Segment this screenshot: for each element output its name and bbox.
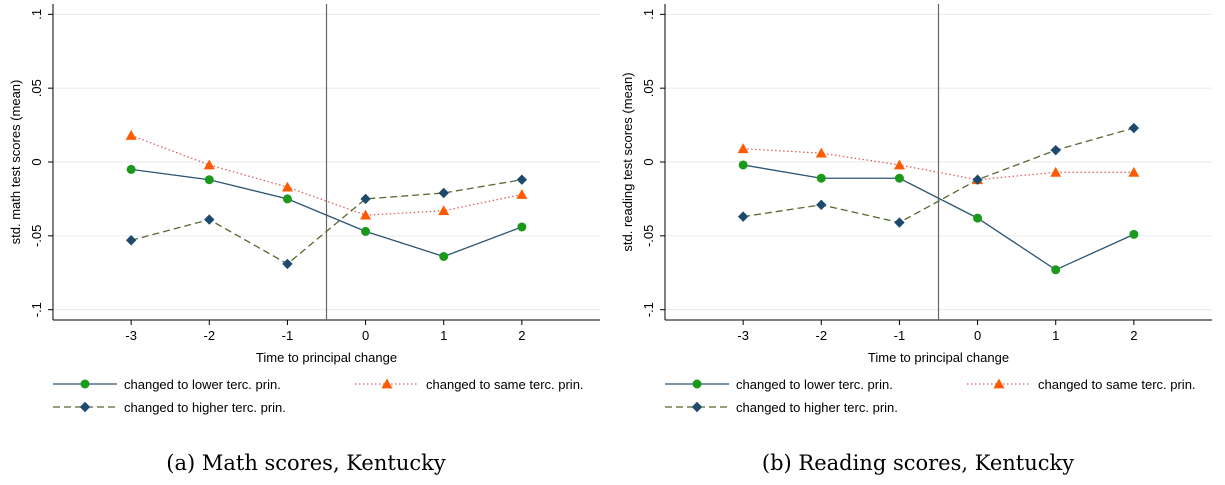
y-tick-label: -.05 xyxy=(29,225,44,247)
data-point xyxy=(360,209,372,220)
legend-label-lower: changed to lower terc. prin. xyxy=(124,377,281,392)
data-point xyxy=(438,187,449,199)
data-point xyxy=(1050,166,1062,177)
x-axis-title: Time to principal change xyxy=(868,350,1009,365)
data-point xyxy=(1050,144,1061,156)
data-point xyxy=(361,226,371,236)
x-tick-label: -3 xyxy=(737,328,749,343)
reading-chart-panel: -.1 -.05 0 .05 .1 -3 -2 -1 0 1 2 Time to principal … xyxy=(612,0,1224,485)
data-point xyxy=(126,164,136,174)
series-line xyxy=(743,127,1135,224)
data-point xyxy=(203,159,215,170)
data-point xyxy=(125,129,137,140)
x-tick-label: 0 xyxy=(362,328,369,343)
data-point xyxy=(894,217,905,228)
data-point xyxy=(1128,122,1140,134)
data-point xyxy=(815,147,827,158)
data-point xyxy=(738,160,748,170)
y-tick-label: -.1 xyxy=(29,302,44,317)
x-tick-label: 0 xyxy=(974,328,981,343)
y-axis-title: std. reading test scores (mean) xyxy=(620,72,635,251)
data-point xyxy=(516,174,528,185)
data-point xyxy=(282,194,292,204)
series-line xyxy=(743,148,1134,181)
series-line xyxy=(130,179,522,265)
legend-label-higher: changed to higher terc. prin. xyxy=(124,400,286,415)
data-point xyxy=(438,205,450,216)
series-line xyxy=(131,168,523,258)
data-point xyxy=(816,199,827,211)
data-point xyxy=(281,181,293,192)
data-point xyxy=(516,188,528,199)
data-point xyxy=(894,173,904,183)
math-chart: -.1 -.05 0 .05 .1 -3 -2 -1 0 1 2 Time to principal … xyxy=(8,4,600,475)
y-tick-label: .1 xyxy=(29,9,44,20)
y-tick-label: .05 xyxy=(641,79,656,97)
y-tick-label: -.05 xyxy=(641,225,656,247)
y-tick-label: .1 xyxy=(641,9,656,20)
data-point xyxy=(204,175,214,185)
legend-label-same: changed to same terc. prin. xyxy=(1038,377,1196,392)
math-chart-panel: -.1 -.05 0 .05 .1 -3 -2 -1 0 1 2 Time to principal … xyxy=(0,0,612,485)
legend-label-lower: changed to lower terc. prin. xyxy=(736,377,893,392)
legend-marker-same xyxy=(381,378,393,389)
data-point xyxy=(282,258,293,270)
y-tick-label: 0 xyxy=(641,158,656,165)
y-tick-label: .05 xyxy=(29,79,44,97)
data-point xyxy=(1128,166,1140,177)
x-tick-label: -3 xyxy=(125,328,137,343)
data-point xyxy=(737,143,749,154)
legend-marker-higher xyxy=(691,401,703,413)
legend-marker-same xyxy=(993,378,1005,389)
figure-caption: (b) Reading scores, Kentucky xyxy=(762,451,1074,475)
y-tick-label: -.1 xyxy=(641,302,656,317)
data-point xyxy=(360,193,371,205)
legend-label-same: changed to same terc. prin. xyxy=(426,377,584,392)
x-tick-label: 1 xyxy=(440,328,447,343)
y-axis-title: std. math test scores (mean) xyxy=(8,80,23,245)
data-point xyxy=(893,159,905,170)
x-tick-label: -1 xyxy=(282,328,294,343)
data-point xyxy=(972,174,983,185)
x-tick-label: 2 xyxy=(1130,328,1137,343)
data-point xyxy=(204,214,215,225)
data-point xyxy=(816,173,826,183)
data-point xyxy=(737,211,749,222)
legend-marker-higher xyxy=(79,401,91,413)
data-point xyxy=(125,235,137,246)
reading-chart: -.1 -.05 0 .05 .1 -3 -2 -1 0 1 2 Time to principal … xyxy=(620,4,1212,475)
x-axis-title: Time to principal change xyxy=(256,350,397,365)
legend-marker-lower xyxy=(80,379,90,389)
x-tick-label: 1 xyxy=(1052,328,1059,343)
data-point xyxy=(439,252,449,262)
x-tick-label: 2 xyxy=(518,328,525,343)
x-tick-label: -2 xyxy=(816,328,828,343)
y-tick-label: 0 xyxy=(29,158,44,165)
data-point xyxy=(517,222,527,232)
legend-marker-lower xyxy=(692,379,702,389)
x-tick-label: -2 xyxy=(204,328,216,343)
data-point xyxy=(973,213,983,223)
data-point xyxy=(1129,229,1139,239)
data-point xyxy=(1051,265,1061,275)
x-tick-label: -1 xyxy=(894,328,906,343)
figure-caption: (a) Math scores, Kentucky xyxy=(166,451,446,475)
series-line xyxy=(743,164,1135,271)
legend-label-higher: changed to higher terc. prin. xyxy=(736,400,898,415)
